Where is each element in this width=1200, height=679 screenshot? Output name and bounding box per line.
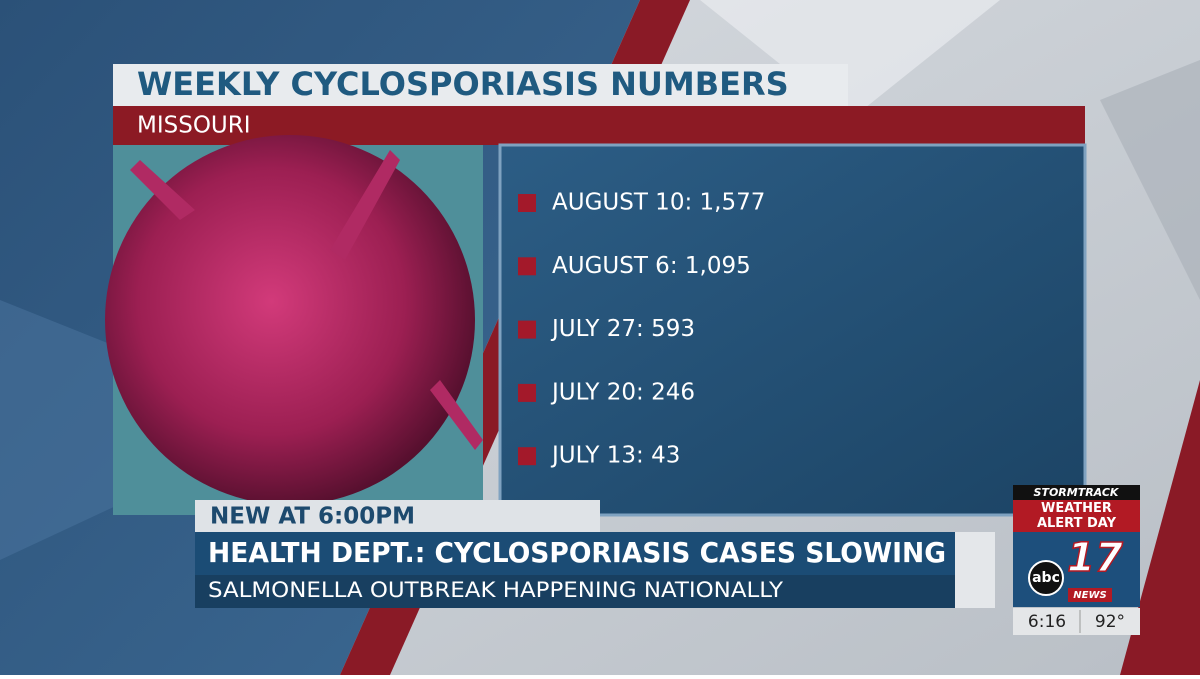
list-item: JULY 13: 43 — [550, 443, 680, 469]
tag-bar — [195, 500, 600, 532]
bullet — [518, 320, 536, 339]
alert: WEATHER ALERT DAY — [1036, 501, 1117, 531]
list-item: AUGUST 10: 1,577 — [552, 190, 765, 216]
headline: HEALTH DEPT.: CYCLOSPORIASIS CASES SLOWI… — [208, 536, 946, 569]
tag: NEW AT 6:00PM — [210, 504, 415, 530]
list-panel — [498, 143, 1087, 517]
list: AUGUST 10: 1,577 AUGUST 6: 1,095 JULY 27: … — [518, 190, 765, 469]
network: abc — [1032, 570, 1060, 586]
headline-accent — [955, 532, 995, 608]
headline-bar — [195, 532, 995, 575]
temperature: 92° — [1095, 612, 1125, 632]
time: 6:16 — [1028, 612, 1066, 632]
virus-image — [105, 135, 483, 515]
brand: STORMTRACK — [1034, 486, 1120, 499]
list-item: JULY 20: 246 — [550, 379, 695, 405]
bullet — [518, 447, 536, 466]
bullet — [518, 194, 536, 212]
station-bug: STORMTRACK WEATHER ALERT DAY abc 17 NEWS… — [1013, 485, 1140, 635]
list-item: JULY 27: 593 — [550, 316, 695, 342]
subhead: SALMONELLA OUTBREAK HAPPENING NATIONALLY — [208, 578, 783, 602]
title-bar — [113, 64, 848, 106]
station: NEWS — [1073, 590, 1106, 601]
bullet — [518, 383, 536, 402]
subhead-bar — [195, 575, 955, 608]
bullet — [518, 257, 536, 276]
subtitle: MISSOURI — [137, 113, 251, 139]
channel: 17 — [1067, 535, 1123, 581]
list-item: AUGUST 6: 1,095 — [552, 253, 751, 279]
title: WEEKLY CYCLOSPORIASIS NUMBERS — [137, 65, 789, 103]
